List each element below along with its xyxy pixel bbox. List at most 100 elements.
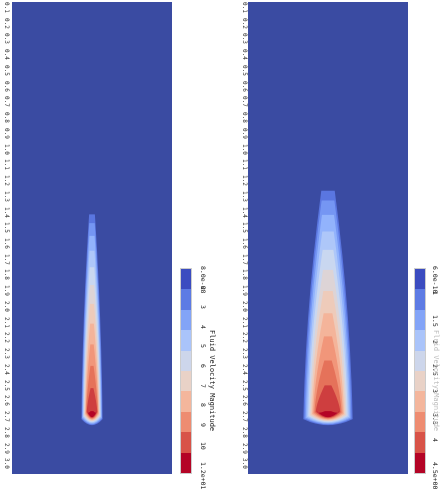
colorbar-tick-label: 1.5 [431, 315, 439, 327]
colorbar-segment [181, 452, 191, 473]
colorbar-tick-label: 4 [199, 324, 207, 329]
axis-tick-label: 2.9 [241, 442, 248, 454]
axis-tick-label: 1.7 [241, 253, 248, 265]
axis-tick-label: 2.7 [241, 411, 248, 422]
axis-tick-label: 2.1 [241, 316, 248, 328]
colorbar-tick-label: 3 [199, 305, 207, 310]
colorbar-segment [181, 269, 191, 290]
velocity-contour [87, 411, 97, 418]
colorbar-segment [415, 411, 425, 433]
axis-tick-label: 2.3 [241, 348, 248, 359]
left-colorbar-labels: 8.0e-08 2 3 4 5 6 7 8 9 10 1.2e+01 [198, 266, 208, 489]
axis-tick-label: 2.6 [3, 395, 10, 407]
axis-tick-label: 1.0 [3, 143, 10, 155]
colorbar-tick-label: 10 [199, 442, 207, 451]
axis-tick-label: 2.4 [3, 363, 10, 375]
colorbar-tick-label: 4.5e+00 [431, 462, 439, 490]
axis-tick-label: 2.6 [241, 395, 248, 407]
colorbar-tick-label: 1 [431, 290, 439, 295]
axis-tick-label: 0.6 [3, 80, 10, 92]
velocity-contour [86, 388, 98, 418]
colorbar-segment [415, 432, 425, 453]
axis-tick-label: 0.4 [3, 49, 10, 61]
colorbar-segment [415, 452, 425, 473]
colorbar-segment [181, 289, 191, 310]
colorbar-segment [415, 289, 425, 310]
colorbar-segment [181, 309, 191, 331]
axis-tick-label: 2.1 [3, 316, 10, 328]
colorbar-segment [415, 269, 425, 290]
colorbar-segment [181, 432, 191, 453]
right-colorbar-title: Fluid Velocity Magnitude [432, 330, 440, 432]
axis-tick-label: 2.9 [3, 442, 10, 454]
left-axis-ticks: 0.1 0.2 0.3 0.4 0.5 0.6 0.7 0.8 0.9 1.0 1.1 1.2 1.3 1… [2, 0, 12, 491]
axis-tick-label: 0.7 [241, 96, 248, 108]
axis-tick-label: 1.1 [3, 159, 10, 171]
axis-tick-label: 1.3 [241, 190, 248, 202]
axis-tick-label: 1.5 [241, 222, 248, 234]
axis-tick-label: 3.0 [241, 458, 248, 470]
axis-tick-label: 2.0 [3, 300, 10, 312]
axis-tick-label: 1.7 [3, 253, 10, 265]
axis-tick-label: 0.6 [241, 80, 248, 92]
colorbar-segment [415, 391, 425, 412]
axis-tick-label: 1.1 [241, 159, 248, 171]
velocity-contour [316, 411, 340, 418]
axis-tick-label: 1.9 [3, 285, 10, 297]
axis-tick-label: 2.2 [3, 332, 10, 344]
velocity-field-svg [81, 214, 103, 426]
axis-tick-label: 0.2 [241, 17, 248, 29]
colorbar-tick-label: 2 [199, 285, 207, 290]
colorbar-segment [181, 411, 191, 433]
colorbar-segment [415, 330, 425, 351]
right-colorbar [414, 268, 426, 474]
left-velocity-field [12, 2, 172, 474]
axis-tick-label: 0.7 [3, 96, 10, 108]
axis-tick-label: 0.9 [3, 127, 10, 139]
axis-tick-label: 0.1 [3, 2, 10, 13]
colorbar-tick-label: 8 [199, 403, 207, 408]
axis-tick-label: 1.6 [241, 238, 248, 249]
axis-tick-label: 1.4 [241, 206, 248, 218]
axis-tick-label: 0.9 [241, 127, 248, 139]
axis-tick-label: 0.8 [241, 112, 248, 123]
axis-tick-label: 1.9 [241, 285, 248, 297]
colorbar-segment [181, 350, 191, 371]
axis-tick-label: 2.4 [241, 363, 248, 375]
axis-tick-label: 2.2 [241, 332, 248, 344]
colorbar-tick-label: 5 [199, 344, 207, 349]
colorbar-tick-label: 6 [199, 364, 207, 368]
axis-tick-label: 0.3 [3, 33, 10, 45]
axis-tick-label: 1.3 [3, 190, 10, 202]
axis-tick-label: 1.5 [3, 222, 10, 234]
axis-tick-label: 0.5 [241, 64, 248, 76]
axis-tick-label: 2.8 [3, 426, 10, 438]
axis-tick-label: 1.4 [3, 206, 10, 218]
right-velocity-field [248, 2, 408, 474]
axis-tick-label: 0.3 [241, 33, 248, 45]
axis-tick-label: 1.2 [241, 175, 248, 186]
colorbar-segment [415, 309, 425, 331]
left-colorbar-title: Fluid Velocity Magnitude [208, 330, 216, 432]
colorbar-segment [181, 330, 191, 351]
colorbar-tick-label: 4 [431, 437, 439, 442]
left-colorbar [180, 268, 192, 474]
colorbar-tick-label: 1.2e+01 [199, 462, 207, 490]
colorbar-tick-label: 9 [199, 422, 207, 427]
colorbar-segment [181, 370, 191, 392]
axis-tick-label: 1.8 [241, 269, 248, 281]
axis-tick-label: 2.0 [241, 300, 248, 312]
colorbar-tick-label: 6.0e-10 [431, 266, 439, 294]
axis-tick-label: 2.3 [3, 348, 10, 359]
axis-tick-label: 0.2 [3, 17, 10, 29]
axis-tick-label: 2.7 [3, 411, 10, 422]
axis-tick-label: 2.8 [241, 426, 248, 438]
axis-tick-label: 0.5 [3, 64, 10, 76]
colorbar-tick-label: 7 [199, 383, 207, 388]
velocity-contour [315, 385, 341, 418]
velocity-field-svg [303, 190, 353, 426]
axis-tick-label: 0.1 [241, 2, 248, 13]
axis-tick-label: 2.5 [241, 379, 248, 391]
axis-tick-label: 1.8 [3, 269, 10, 281]
axis-tick-label: 1.0 [241, 143, 248, 155]
